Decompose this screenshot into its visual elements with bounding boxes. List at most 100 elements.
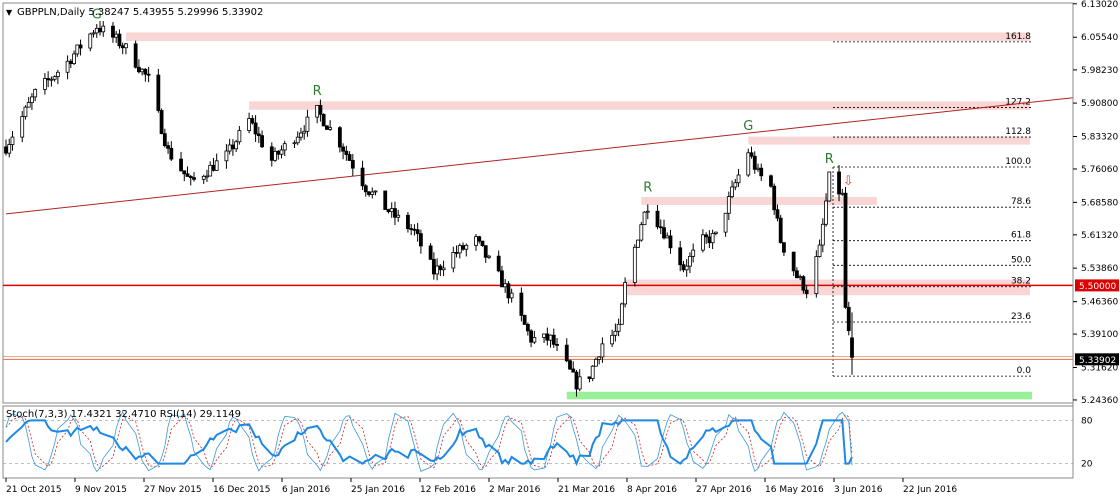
candle-body xyxy=(418,233,423,247)
stoch-signal-line xyxy=(5,414,853,470)
candle-body xyxy=(247,118,252,131)
candle-body xyxy=(350,160,355,169)
candle-body xyxy=(749,152,754,157)
candle-body xyxy=(548,334,553,341)
candle-body xyxy=(746,152,751,176)
candle-body xyxy=(639,224,644,241)
candle-body xyxy=(804,289,809,295)
candle-body xyxy=(574,371,579,390)
candle-body xyxy=(156,74,161,111)
candle-body xyxy=(256,133,261,137)
candle-body xyxy=(519,292,524,316)
dropdown-arrow-icon[interactable]: ▼ xyxy=(6,8,13,17)
candle-body xyxy=(46,78,51,81)
price-tick-label: 5.68580 xyxy=(1081,198,1118,208)
candle-body xyxy=(820,223,825,246)
candle-body xyxy=(393,208,397,218)
candle-body xyxy=(42,78,47,90)
indicator-tick-label: 80 xyxy=(1081,416,1093,426)
price-tick-label: 5.61320 xyxy=(1081,231,1118,241)
candle-body xyxy=(389,208,394,213)
candle-body xyxy=(636,239,640,248)
candle-body xyxy=(415,229,420,235)
candle-body xyxy=(10,136,15,145)
candle-body xyxy=(292,142,297,145)
candle-body xyxy=(616,323,621,332)
candle-body xyxy=(613,330,618,336)
candle-body xyxy=(75,44,80,55)
candle-body xyxy=(23,106,28,117)
candle-body xyxy=(707,236,712,244)
candle-body xyxy=(506,283,511,299)
time-tick-label: 16 Dec 2015 xyxy=(213,485,271,495)
candle-body xyxy=(253,122,258,135)
candle-body xyxy=(775,209,780,219)
candle-body xyxy=(577,376,582,390)
price-tick-label: 6.05540 xyxy=(1081,33,1118,43)
candle-body xyxy=(642,211,647,226)
candle-body xyxy=(464,244,469,250)
candle-body xyxy=(162,133,167,147)
candle-body xyxy=(457,245,462,254)
candle-body xyxy=(594,358,598,367)
time-tick-label: 27 Nov 2015 xyxy=(144,485,202,495)
candle-body xyxy=(250,118,255,124)
price-tick-label: 5.46360 xyxy=(1081,298,1118,308)
candle-body xyxy=(117,33,122,47)
candle-body xyxy=(273,150,277,161)
candle-body xyxy=(227,144,232,152)
candle-body xyxy=(571,368,576,373)
candle-body xyxy=(65,60,70,73)
candle-body xyxy=(545,333,550,341)
candle-body xyxy=(133,43,138,68)
candle-body xyxy=(72,53,76,64)
candle-body xyxy=(140,68,145,73)
candle-body xyxy=(33,89,38,98)
candle-body xyxy=(509,292,514,299)
candle-body xyxy=(101,25,106,33)
trendline xyxy=(5,97,1074,215)
stoch-main-line xyxy=(5,410,853,473)
indicator-plot-frame xyxy=(2,405,1074,479)
candle-body xyxy=(120,45,125,49)
candle-body xyxy=(208,164,213,177)
candle-body xyxy=(474,236,478,246)
candle-body xyxy=(143,68,148,75)
candle-body xyxy=(590,365,595,379)
pattern-label: R xyxy=(313,84,322,99)
level-price-tag xyxy=(1075,279,1119,292)
candle-body xyxy=(363,185,368,193)
candle-body xyxy=(837,171,841,195)
indicator-label: Stoch(7,3,3) 17.4321 32.4710 RSI(14) 29.… xyxy=(6,409,241,420)
candle-body xyxy=(230,144,235,150)
candle-body xyxy=(55,71,60,77)
candle-body xyxy=(668,235,673,249)
candle-body xyxy=(185,173,190,177)
candle-body xyxy=(337,127,342,148)
candle-body xyxy=(91,32,96,35)
annotations-layer: G R G R R ⇩ xyxy=(92,8,854,196)
candle-body xyxy=(587,376,592,379)
candle-body xyxy=(136,66,141,73)
pattern-label: R xyxy=(825,152,834,167)
candle-body xyxy=(52,76,57,80)
candle-body xyxy=(406,214,410,229)
candle-body xyxy=(412,228,417,231)
candle-body xyxy=(487,255,491,258)
candle-body xyxy=(483,245,488,258)
time-tick-label: 9 Nov 2015 xyxy=(75,485,127,495)
candle-body xyxy=(111,25,115,38)
candle-body xyxy=(619,303,624,325)
candle-body xyxy=(383,190,388,210)
candle-body xyxy=(124,43,128,49)
price-tick-label: 5.98230 xyxy=(1081,66,1118,76)
candle-body xyxy=(260,135,264,148)
candle-body xyxy=(532,336,537,343)
candle-body xyxy=(794,270,799,279)
candle-body xyxy=(276,150,281,155)
candle-body xyxy=(461,245,465,250)
fib-level-label: 127.2 xyxy=(1005,98,1031,108)
candle-body xyxy=(386,209,391,213)
time-tick-label: 22 Jun 2016 xyxy=(903,485,957,495)
